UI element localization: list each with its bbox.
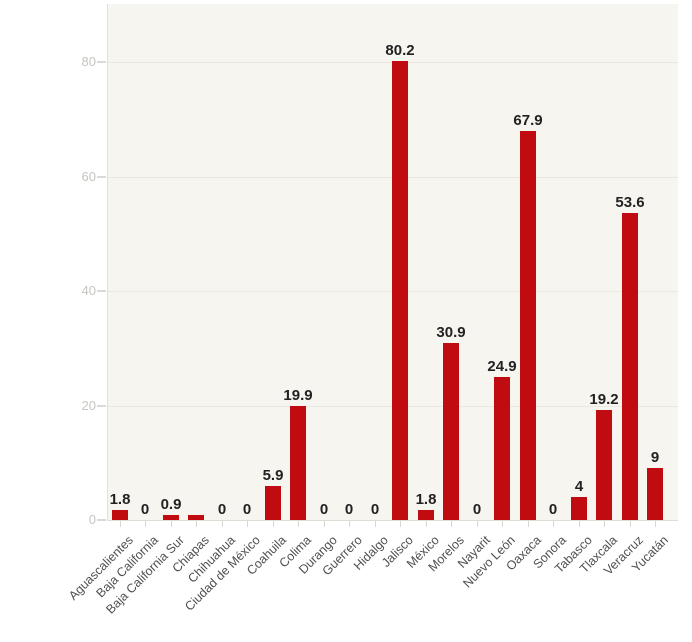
x-tick-mark	[349, 521, 350, 527]
y-tick-label: 0	[88, 512, 96, 527]
value-label-chihuahua: 0	[217, 501, 227, 518]
bar-yucat-n	[647, 468, 663, 520]
x-tick-mark	[451, 521, 452, 527]
value-label-durango: 0	[319, 501, 329, 518]
y-tick-label: 60	[81, 169, 96, 184]
y-tick-label: 80	[81, 54, 96, 69]
value-label-morelos: 30.9	[436, 324, 466, 341]
value-label-coahuila: 5.9	[262, 467, 284, 484]
x-tick-mark	[145, 521, 146, 527]
bar-tabasco	[571, 497, 587, 520]
value-label-jalisco: 80.2	[385, 42, 415, 59]
x-tick-mark	[553, 521, 554, 527]
x-tick-mark	[171, 521, 172, 527]
value-label-veracruz: 53.6	[615, 194, 645, 211]
x-tick-mark	[477, 521, 478, 527]
bar-nuevo-le-n	[494, 377, 510, 520]
value-label-tlaxcala: 19.2	[589, 391, 619, 408]
x-tick-mark	[400, 521, 401, 527]
x-tick-mark	[196, 521, 197, 527]
bar-tlaxcala	[596, 410, 612, 520]
y-tick-mark	[97, 290, 106, 292]
bar-chiapas	[188, 515, 204, 520]
bar-aguascalientes	[112, 510, 128, 520]
value-label-sonora: 0	[548, 501, 558, 518]
bar-veracruz	[622, 213, 638, 520]
value-label-hidalgo: 0	[370, 501, 380, 518]
value-label-oaxaca: 67.9	[513, 112, 543, 129]
bar-coahuila	[265, 486, 281, 520]
x-tick-mark	[426, 521, 427, 527]
y-axis-line	[107, 4, 108, 520]
x-tick-mark	[222, 521, 223, 527]
value-label-nayarit: 0	[472, 501, 482, 518]
x-tick-mark	[604, 521, 605, 527]
x-tick-mark	[298, 521, 299, 527]
value-label-m-xico: 1.8	[415, 491, 437, 508]
x-tick-mark	[120, 521, 121, 527]
value-label-yucat-n: 9	[650, 449, 660, 466]
value-label-nuevo-le-n: 24.9	[487, 358, 517, 375]
y-tick-mark	[97, 176, 106, 178]
y-tick-mark	[97, 405, 106, 407]
value-label-ciudad-de-m-xico: 0	[242, 501, 252, 518]
value-label-aguascalientes: 1.8	[109, 491, 131, 508]
x-tick-mark	[655, 521, 656, 527]
bar-jalisco	[392, 61, 408, 520]
y-tick-label: 40	[81, 283, 96, 298]
value-label-baja-california-sur: 0.9	[160, 496, 182, 513]
bar-oaxaca	[520, 131, 536, 520]
bar-colima	[290, 406, 306, 520]
x-tick-mark	[273, 521, 274, 527]
x-tick-mark	[324, 521, 325, 527]
y-tick-mark	[97, 519, 106, 521]
x-tick-mark	[375, 521, 376, 527]
x-tick-mark	[630, 521, 631, 527]
bar-baja-california-sur	[163, 515, 179, 520]
bar-morelos	[443, 343, 459, 520]
x-tick-mark	[579, 521, 580, 527]
value-label-guerrero: 0	[344, 501, 354, 518]
x-tick-mark	[528, 521, 529, 527]
gridline-0	[107, 520, 678, 521]
x-tick-mark	[502, 521, 503, 527]
x-tick-mark	[247, 521, 248, 527]
y-tick-label: 20	[81, 398, 96, 413]
bar-m-xico	[418, 510, 434, 520]
y-tick-mark	[97, 61, 106, 63]
value-label-baja-california: 0	[140, 501, 150, 518]
value-label-tabasco: 4	[574, 478, 584, 495]
value-label-colima: 19.9	[283, 387, 313, 404]
